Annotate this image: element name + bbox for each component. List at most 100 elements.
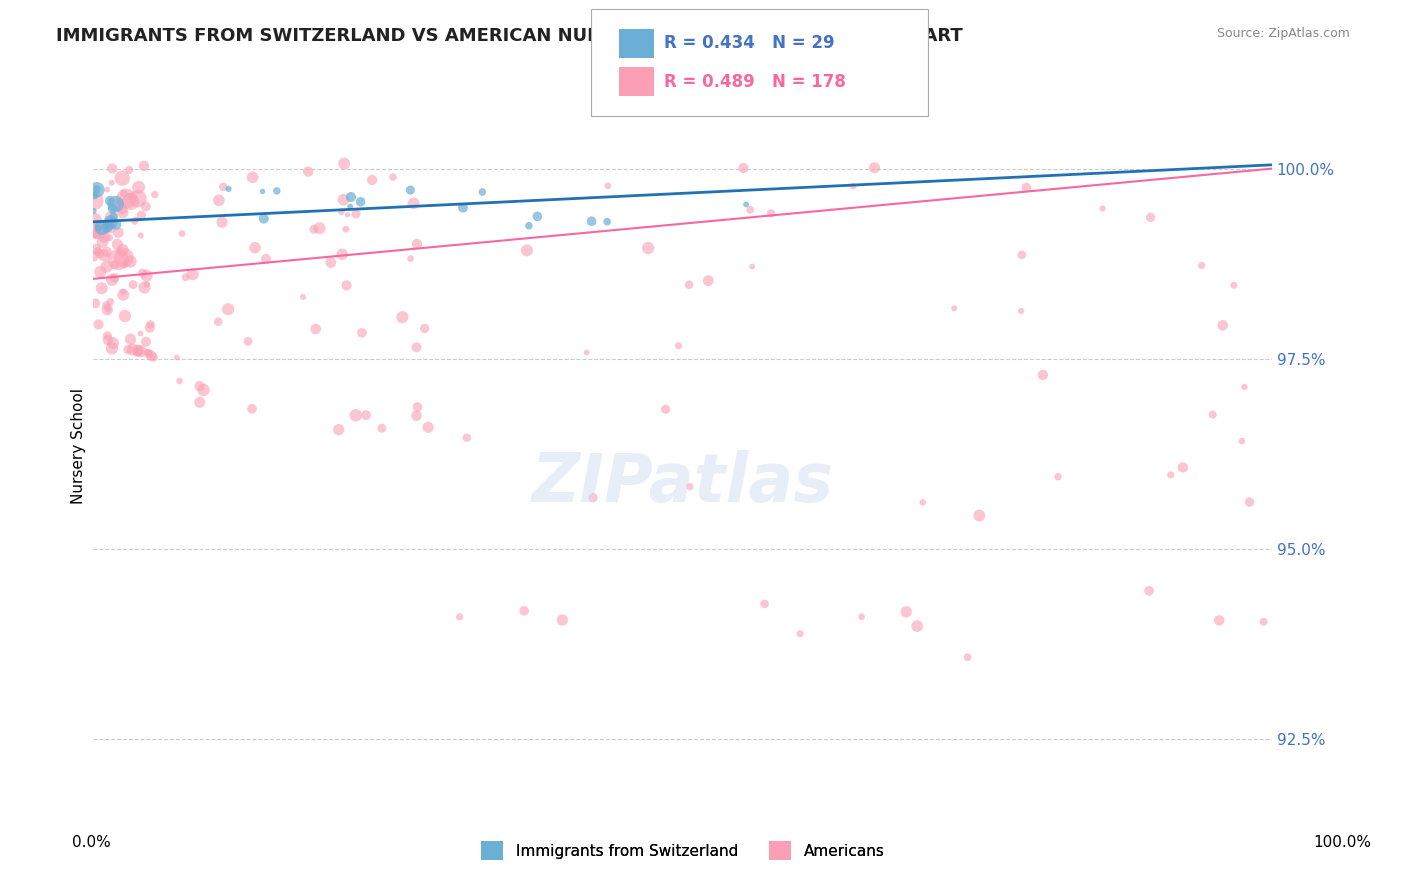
Point (122, 277, 145, 292)
Point (456, 431, 478, 445)
Point (112, 251, 135, 265)
Point (863, 161, 886, 175)
Point (842, 179, 865, 194)
Point (406, 400, 429, 414)
Point (740, 202, 762, 217)
Point (399, 252, 422, 266)
Point (208, 194, 231, 208)
Point (135, 277, 157, 292)
Text: 100.0%: 100.0% (1313, 836, 1372, 850)
Point (413, 321, 436, 335)
Point (319, 255, 342, 269)
Point (789, 626, 811, 640)
Point (1230, 434, 1253, 449)
Point (87, 318, 110, 332)
Point (100, 176, 122, 190)
Y-axis label: Nursery School: Nursery School (72, 388, 86, 504)
Point (84, 226, 107, 240)
Point (98, 194, 121, 208)
Point (131, 266, 153, 280)
Point (349, 194, 371, 209)
Point (1032, 368, 1054, 382)
Point (141, 349, 163, 363)
Point (128, 180, 150, 194)
Point (240, 401, 263, 416)
Point (111, 243, 134, 257)
Point (516, 244, 538, 258)
Point (127, 343, 149, 358)
Point (1239, 495, 1261, 509)
Point (1160, 467, 1182, 482)
Point (406, 237, 429, 252)
Point (125, 212, 148, 227)
Point (1253, 615, 1275, 629)
Point (582, 491, 605, 505)
Point (1011, 248, 1033, 262)
Point (1046, 469, 1069, 483)
Point (111, 171, 134, 186)
Point (754, 597, 776, 611)
Point (103, 210, 125, 224)
Point (297, 164, 319, 178)
Point (83, 250, 105, 264)
Point (107, 194, 129, 209)
Point (188, 395, 211, 409)
Point (305, 322, 328, 336)
Point (96, 244, 118, 259)
Point (86, 182, 108, 196)
Point (120, 189, 142, 203)
Point (1091, 202, 1114, 216)
Text: R = 0.434   N = 29: R = 0.434 N = 29 (664, 34, 834, 52)
Point (254, 252, 277, 266)
Point (1191, 259, 1213, 273)
Point (136, 345, 159, 359)
Point (668, 339, 690, 353)
Point (112, 287, 135, 301)
Point (242, 170, 264, 185)
Point (654, 402, 676, 417)
Point (135, 268, 157, 283)
Point (89, 265, 111, 279)
Point (131, 208, 153, 222)
Point (1212, 318, 1234, 333)
Point (451, 201, 474, 215)
Text: 0.0%: 0.0% (72, 836, 111, 850)
Point (104, 270, 127, 285)
Point (911, 495, 934, 509)
Point (517, 219, 540, 233)
Point (735, 197, 758, 211)
Point (120, 332, 142, 346)
Point (1015, 180, 1038, 194)
Point (127, 192, 149, 206)
Point (405, 340, 427, 354)
Point (243, 241, 266, 255)
Point (526, 210, 548, 224)
Point (93, 248, 115, 262)
Point (83, 204, 105, 219)
Point (333, 156, 356, 170)
Point (513, 604, 536, 618)
Point (418, 420, 440, 434)
Point (129, 228, 152, 243)
Point (101, 202, 124, 216)
Point (84, 296, 107, 310)
Point (169, 374, 191, 388)
Point (679, 479, 702, 493)
Point (93, 230, 115, 244)
Point (91, 235, 114, 249)
Point (87, 221, 110, 235)
Point (956, 650, 979, 665)
Point (129, 344, 152, 359)
Point (96, 298, 118, 312)
Point (336, 278, 359, 293)
Point (143, 187, 166, 202)
Point (96, 260, 118, 274)
Point (1010, 304, 1032, 318)
Point (596, 178, 619, 193)
Point (174, 270, 197, 285)
Point (308, 221, 330, 235)
Point (361, 173, 384, 187)
Text: Source: ZipAtlas.com: Source: ZipAtlas.com (1216, 27, 1350, 40)
Point (89, 223, 111, 237)
Point (107, 252, 129, 267)
